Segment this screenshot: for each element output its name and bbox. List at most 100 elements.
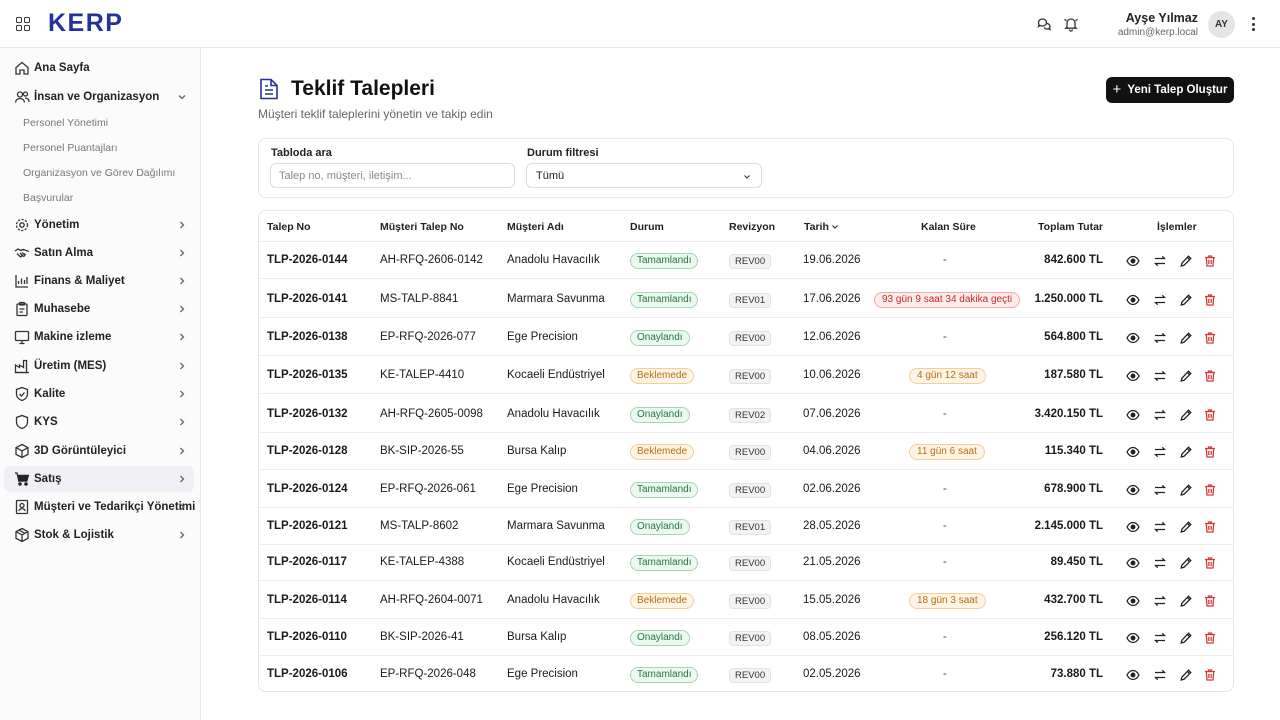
cell-talep-no[interactable]: TLP-2026-0114 [267, 594, 347, 606]
revise-swap-icon[interactable] [1153, 369, 1167, 383]
trash-icon[interactable] [1203, 668, 1217, 682]
table-row[interactable]: TLP-2026-0121 MS-TALP-8602 Marmara Savunma… [259, 508, 1233, 545]
sidebar-item-ana-sayfa[interactable]: Ana Sayfa [4, 55, 194, 81]
table-row[interactable]: TLP-2026-0135 KE-TALEP-4410 Kocaeli Endüst… [259, 357, 1233, 394]
trash-icon[interactable] [1203, 556, 1217, 570]
table-row[interactable]: TLP-2026-0117 KE-TALEP-4388 Kocaeli Endüst… [259, 544, 1233, 581]
trash-icon[interactable] [1203, 369, 1217, 383]
revise-swap-icon[interactable] [1153, 254, 1167, 268]
sidebar-item-kalite[interactable]: Kalite [4, 381, 194, 407]
cell-talep-no[interactable]: TLP-2026-0121 [267, 520, 348, 532]
col-kalan-sure[interactable]: Kalan Süre [921, 221, 976, 233]
view-icon[interactable] [1126, 594, 1140, 608]
apps-grid-icon[interactable] [16, 17, 30, 31]
edit-icon[interactable] [1179, 594, 1193, 608]
sidebar-item-stok-lojistik[interactable]: Stok & Lojistik [4, 522, 194, 548]
trash-icon[interactable] [1203, 254, 1217, 268]
revise-swap-icon[interactable] [1153, 631, 1167, 645]
table-row[interactable]: TLP-2026-0144 AH-RFQ-2606-0142 Anadolu Hav… [259, 242, 1233, 279]
revise-swap-icon[interactable] [1153, 556, 1167, 570]
status-filter-select[interactable]: Tümü [526, 163, 762, 188]
app-logo[interactable]: KERP [48, 9, 124, 37]
view-icon[interactable] [1126, 408, 1140, 422]
view-icon[interactable] [1126, 331, 1140, 345]
trash-icon[interactable] [1203, 520, 1217, 534]
trash-icon[interactable] [1203, 331, 1217, 345]
bell-icon[interactable] [1063, 16, 1079, 32]
sidebar-subitem-personel-yonetimi[interactable]: Personel Yönetimi [4, 112, 194, 134]
cell-talep-no[interactable]: TLP-2026-0141 [267, 293, 348, 305]
table-row[interactable]: TLP-2026-0124 EP-RFQ-2026-061 Ege Precisio… [259, 471, 1233, 508]
sidebar-item-3d-goruntuleyici[interactable]: 3D Görüntüleyici [4, 438, 194, 464]
edit-icon[interactable] [1179, 408, 1193, 422]
trash-icon[interactable] [1203, 483, 1217, 497]
trash-icon[interactable] [1203, 293, 1217, 307]
view-icon[interactable] [1126, 369, 1140, 383]
search-input[interactable] [270, 163, 515, 188]
col-musteri-talep-no[interactable]: Müşteri Talep No [380, 221, 464, 233]
edit-icon[interactable] [1179, 445, 1193, 459]
col-durum[interactable]: Durum [630, 221, 664, 233]
more-vertical-icon[interactable] [1250, 16, 1256, 32]
col-revizyon[interactable]: Revizyon [729, 221, 776, 233]
revise-swap-icon[interactable] [1153, 293, 1167, 307]
revise-swap-icon[interactable] [1153, 594, 1167, 608]
sidebar-subitem-personel-puantajlari[interactable]: Personel Puantajları [4, 137, 194, 159]
cell-talep-no[interactable]: TLP-2026-0135 [267, 369, 348, 381]
edit-icon[interactable] [1179, 293, 1193, 307]
cell-talep-no[interactable]: TLP-2026-0138 [267, 331, 348, 343]
edit-icon[interactable] [1179, 631, 1193, 645]
table-row[interactable]: TLP-2026-0132 AH-RFQ-2605-0098 Anadolu Hav… [259, 396, 1233, 433]
sidebar-item-muhasebe[interactable]: Muhasebe [4, 296, 194, 322]
view-icon[interactable] [1126, 520, 1140, 534]
table-row[interactable]: TLP-2026-0110 BK-SIP-2026-41 Bursa Kalıp On… [259, 619, 1233, 656]
edit-icon[interactable] [1179, 331, 1193, 345]
user-name[interactable]: Ayşe Yılmaz [1125, 11, 1198, 25]
sidebar-item-satis[interactable]: Satış [4, 466, 194, 492]
revise-swap-icon[interactable] [1153, 483, 1167, 497]
sidebar-item-musteri-tedarikci[interactable]: Müşteri ve Tedarikçi Yönetimi [4, 494, 195, 520]
new-request-button[interactable]: + Yeni Talep Oluştur [1106, 77, 1234, 103]
revise-swap-icon[interactable] [1153, 445, 1167, 459]
cell-talep-no[interactable]: TLP-2026-0128 [267, 445, 348, 457]
trash-icon[interactable] [1203, 408, 1217, 422]
sidebar-subitem-basvurular[interactable]: Başvurular [4, 187, 194, 209]
edit-icon[interactable] [1179, 369, 1193, 383]
view-icon[interactable] [1126, 631, 1140, 645]
revise-swap-icon[interactable] [1153, 668, 1167, 682]
edit-icon[interactable] [1179, 668, 1193, 682]
sidebar-item-uretim-mes[interactable]: Üretim (MES) [4, 353, 194, 379]
revise-swap-icon[interactable] [1153, 408, 1167, 422]
col-toplam-tutar[interactable]: Toplam Tutar [1038, 221, 1103, 233]
view-icon[interactable] [1126, 293, 1140, 307]
trash-icon[interactable] [1203, 631, 1217, 645]
avatar[interactable]: AY [1208, 11, 1235, 38]
col-tarih[interactable]: Tarih [804, 221, 829, 233]
sort-down-icon[interactable] [830, 222, 840, 232]
sidebar-item-finans-maliyet[interactable]: Finans & Maliyet [4, 268, 194, 294]
table-row[interactable]: TLP-2026-0141 MS-TALP-8841 Marmara Savunma… [259, 281, 1233, 318]
cell-talep-no[interactable]: TLP-2026-0110 [267, 631, 347, 643]
chat-icon[interactable] [1036, 16, 1052, 32]
trash-icon[interactable] [1203, 445, 1217, 459]
sidebar-subitem-organizasyon[interactable]: Organizasyon ve Görev Dağılımı [4, 162, 194, 184]
sidebar-item-insan-ve-organizasyon[interactable]: İnsan ve Organizasyon [4, 84, 194, 110]
sidebar-item-kys[interactable]: KYS [4, 409, 194, 435]
revise-swap-icon[interactable] [1153, 520, 1167, 534]
edit-icon[interactable] [1179, 556, 1193, 570]
cell-talep-no[interactable]: TLP-2026-0124 [267, 483, 348, 495]
col-musteri-adi[interactable]: Müşteri Adı [507, 221, 564, 233]
sidebar-item-makine-izleme[interactable]: Makine izleme [4, 324, 194, 350]
cell-talep-no[interactable]: TLP-2026-0144 [267, 254, 348, 266]
view-icon[interactable] [1126, 556, 1140, 570]
view-icon[interactable] [1126, 445, 1140, 459]
sidebar-item-yonetim[interactable]: Yönetim [4, 212, 194, 238]
cell-talep-no[interactable]: TLP-2026-0106 [267, 668, 348, 680]
view-icon[interactable] [1126, 254, 1140, 268]
edit-icon[interactable] [1179, 483, 1193, 497]
table-row[interactable]: TLP-2026-0114 AH-RFQ-2604-0071 Anadolu Hav… [259, 582, 1233, 619]
sidebar-item-satin-alma[interactable]: Satın Alma [4, 240, 194, 266]
table-row[interactable]: TLP-2026-0128 BK-SIP-2026-55 Bursa Kalıp Be… [259, 433, 1233, 470]
table-row[interactable]: TLP-2026-0138 EP-RFQ-2026-077 Ege Precisio… [259, 319, 1233, 356]
edit-icon[interactable] [1179, 254, 1193, 268]
